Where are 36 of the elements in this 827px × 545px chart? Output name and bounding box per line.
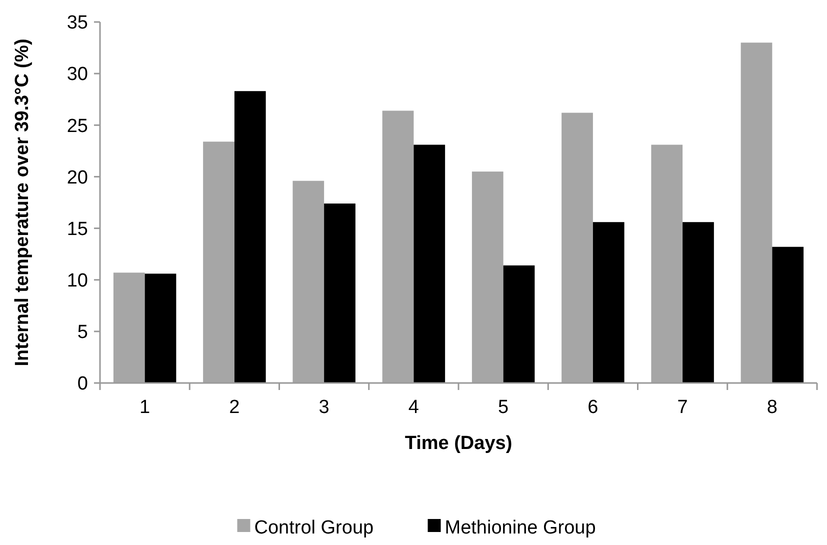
y-axis-title: Internal temperature over 39.3°C (%) bbox=[12, 38, 33, 366]
bar bbox=[234, 91, 266, 383]
bar bbox=[682, 222, 714, 383]
bar bbox=[772, 246, 804, 383]
bar bbox=[203, 142, 234, 383]
legend-label: Control Group bbox=[254, 518, 374, 539]
x-tick-label: 4 bbox=[408, 397, 420, 418]
bar bbox=[503, 265, 535, 383]
y-tick-label: 15 bbox=[66, 218, 88, 240]
bar bbox=[651, 144, 683, 383]
y-tick-label: 25 bbox=[66, 116, 88, 137]
x-tick-label: 8 bbox=[766, 397, 778, 418]
bar bbox=[472, 172, 504, 383]
bar bbox=[562, 112, 593, 383]
x-axis-title: Time (Days) bbox=[404, 433, 512, 454]
y-tick-label: 5 bbox=[77, 322, 88, 344]
x-tick-label: 1 bbox=[140, 397, 150, 418]
bar bbox=[144, 274, 176, 383]
bar bbox=[113, 272, 145, 383]
bar bbox=[324, 204, 356, 383]
x-tick-label: 5 bbox=[498, 397, 509, 418]
y-tick-label: 20 bbox=[66, 167, 88, 188]
bar bbox=[414, 144, 446, 383]
bar bbox=[740, 42, 772, 383]
bar bbox=[592, 222, 624, 383]
x-tick-label: 2 bbox=[229, 397, 240, 418]
y-tick-label: 0 bbox=[77, 374, 88, 395]
x-tick-label: 6 bbox=[588, 397, 598, 418]
y-tick-label: 10 bbox=[66, 270, 88, 292]
x-tick-label: 3 bbox=[318, 397, 330, 418]
y-tick-label: 35 bbox=[66, 12, 88, 34]
bar bbox=[382, 110, 414, 383]
x-tick-label: 7 bbox=[677, 397, 688, 418]
legend-label: Methionine Group bbox=[444, 518, 596, 539]
bar bbox=[292, 180, 324, 383]
y-tick-label: 30 bbox=[66, 64, 88, 86]
